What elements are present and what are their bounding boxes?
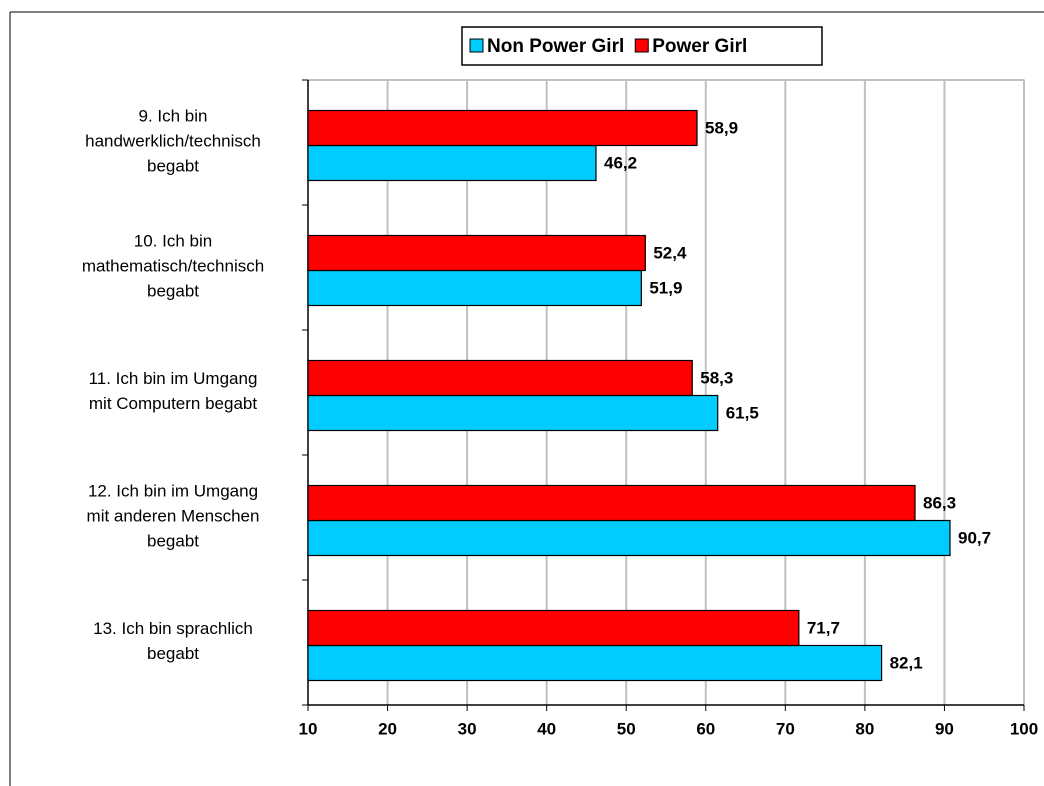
bar (307, 394, 719, 432)
x-tick-label: 90 (935, 719, 954, 738)
x-tick-label: 100 (1010, 719, 1038, 738)
value-label: 58,3 (700, 368, 733, 387)
bar (307, 644, 883, 682)
legend-swatch (634, 38, 649, 53)
bar (307, 609, 800, 647)
y-tick-label: 9. Ich bin handwerklich/technisch begabt (85, 107, 261, 176)
x-tick-label: 20 (378, 719, 397, 738)
y-tick-label: 12. Ich bin im Umgang mit anderen Mensche… (87, 482, 260, 551)
value-label: 71,7 (807, 618, 840, 637)
value-label: 52,4 (653, 243, 687, 262)
x-tick-label: 70 (776, 719, 795, 738)
value-label: 86,3 (923, 493, 956, 512)
value-label: 90,7 (958, 528, 991, 547)
x-tick-label: 40 (537, 719, 556, 738)
legend-swatch (469, 38, 484, 53)
value-label: 61,5 (726, 403, 759, 422)
value-label: 46,2 (604, 153, 637, 172)
legend-label: Non Power Girl (487, 36, 624, 57)
bar (307, 519, 951, 557)
value-label: 51,9 (649, 278, 682, 297)
value-label: 58,9 (705, 118, 738, 137)
y-tick-label: 10. Ich bin mathematisch/technisch begabt (82, 232, 264, 301)
x-tick-label: 60 (696, 719, 715, 738)
legend-label: Power Girl (652, 36, 747, 57)
y-tick-label: 13. Ich bin sprachlich begabt (93, 619, 253, 663)
x-tick-label: 50 (617, 719, 636, 738)
y-tick-label: 11. Ich bin im Umgang mit Computern begab… (89, 369, 258, 413)
bar (307, 484, 916, 522)
x-tick-label: 10 (299, 719, 318, 738)
value-label: 82,1 (890, 653, 923, 672)
bar (307, 109, 698, 147)
x-tick-label: 80 (855, 719, 874, 738)
x-tick-label: 30 (458, 719, 477, 738)
bar (307, 359, 693, 397)
bar (307, 234, 646, 272)
bar (307, 144, 597, 182)
bar (307, 269, 642, 307)
